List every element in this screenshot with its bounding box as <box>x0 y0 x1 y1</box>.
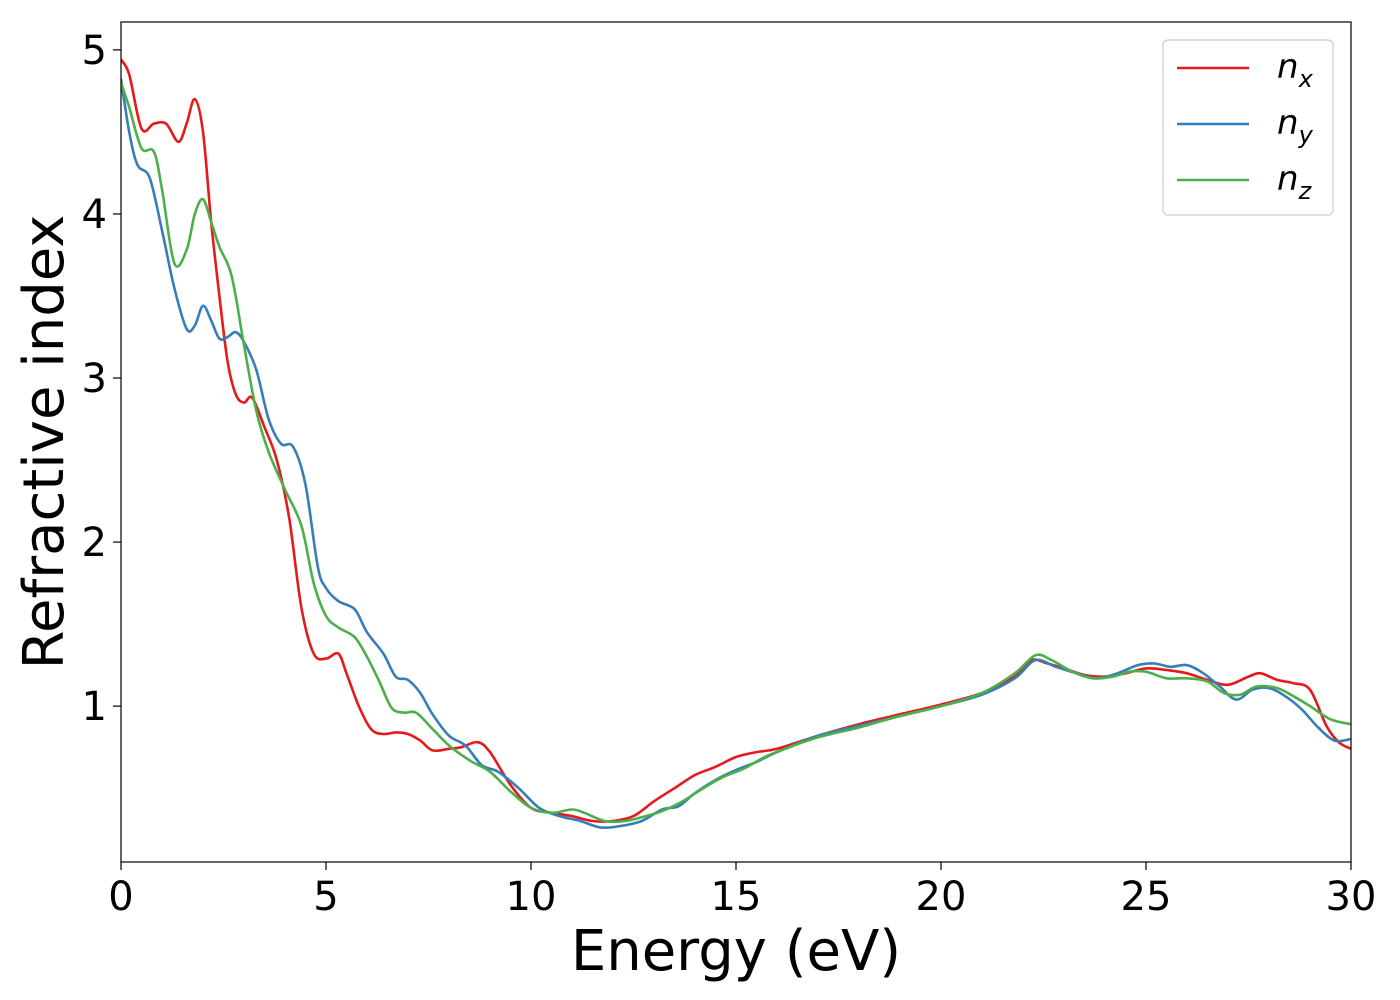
legend-entry-label: nz <box>1277 159 1313 205</box>
legend: nx ny nz <box>1162 39 1334 216</box>
legend-entry-label: ny <box>1277 103 1314 149</box>
y-axis-ticks: 1 2 3 4 5 <box>82 28 121 730</box>
x-tick-label: 10 <box>506 874 557 920</box>
y-tick-label: 5 <box>82 28 107 74</box>
x-tick-label: 25 <box>1121 874 1172 920</box>
series-layer <box>121 58 1351 830</box>
x-axis-label: Energy (eV) <box>571 919 901 984</box>
x-tick-label: 20 <box>916 874 967 920</box>
y-tick-label: 2 <box>82 520 107 566</box>
y-tick-label: 3 <box>82 356 107 402</box>
series-line-n-z <box>121 81 1351 824</box>
x-tick-label: 5 <box>313 874 338 920</box>
x-tick-label: 30 <box>1326 874 1377 920</box>
legend-entry-label: nx <box>1277 47 1314 93</box>
series-line-n-y <box>121 78 1351 830</box>
y-axis-label: Refractive index <box>12 215 77 670</box>
y-tick-label: 1 <box>82 684 107 730</box>
x-axis-ticks: 0 5 10 15 20 25 30 <box>108 862 1376 920</box>
x-tick-label: 0 <box>108 874 133 920</box>
legend-box <box>1162 39 1334 216</box>
y-tick-label: 4 <box>82 192 107 238</box>
x-tick-label: 15 <box>711 874 762 920</box>
